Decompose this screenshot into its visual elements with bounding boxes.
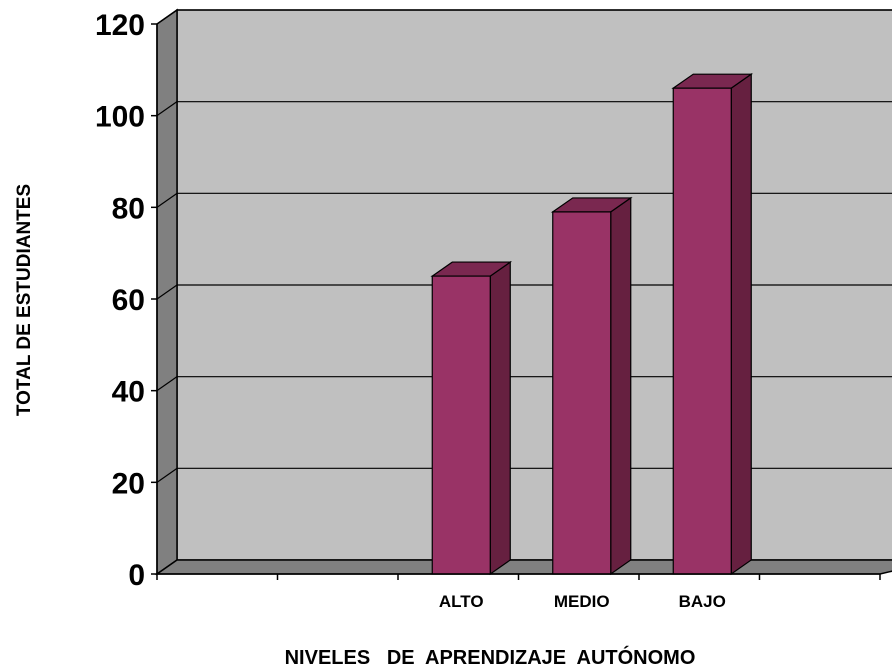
y-tick-label: 100	[95, 101, 145, 134]
bar-side	[489, 260, 511, 576]
floor	[154, 559, 892, 575]
bar-side	[610, 196, 632, 576]
plot-walls	[154, 8, 892, 576]
x-tick-label: ALTO	[439, 592, 484, 611]
gridline-side	[156, 376, 178, 392]
bar-front	[672, 87, 732, 575]
y-tick-label: 120	[95, 9, 145, 42]
y-tick-label: 0	[128, 559, 145, 592]
gridline-side	[156, 467, 178, 483]
gridline-side	[156, 101, 178, 117]
gridline-side	[156, 9, 178, 25]
bar-side	[730, 73, 752, 576]
y-tick-label: 80	[112, 192, 145, 225]
bar	[430, 260, 513, 576]
x-tick-label: MEDIO	[554, 592, 610, 611]
x-axis-label: NIVELES DE APRENDIZAJE AUTÓNOMO	[285, 645, 696, 669]
y-tick-label: 40	[112, 376, 145, 409]
y-tick-label: 60	[112, 284, 145, 317]
x-axis: ALTO MEDIO BAJO	[156, 573, 881, 611]
y-axis: 0 20 40 60 80 100 120	[95, 9, 158, 592]
x-tick-label: BAJO	[679, 592, 726, 611]
bar-front	[431, 275, 491, 575]
y-axis-label: TOTAL DE ESTUDIANTES	[14, 184, 35, 416]
bar	[671, 73, 754, 576]
gridline-side	[156, 192, 178, 208]
gridline-side	[156, 284, 178, 300]
bars	[430, 73, 754, 576]
bar-front	[552, 211, 612, 575]
y-tick-label: 20	[112, 467, 145, 500]
bar	[550, 196, 633, 576]
